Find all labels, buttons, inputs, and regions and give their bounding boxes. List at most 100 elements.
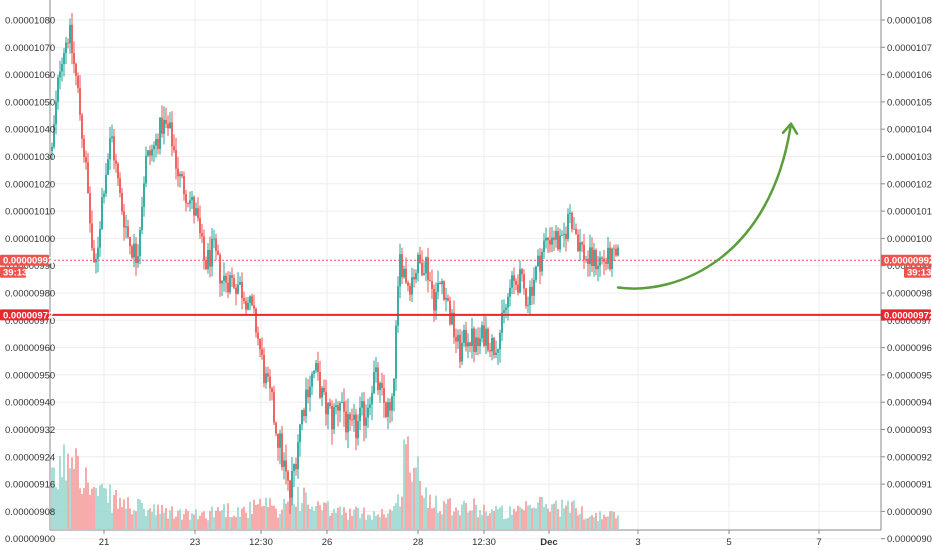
volume-bar xyxy=(137,498,139,529)
y-tick-label-left: 0.00001030 xyxy=(5,152,55,163)
candle-body xyxy=(481,325,483,339)
volume-bar xyxy=(593,517,595,529)
volume-bar xyxy=(555,500,557,529)
candle-body xyxy=(185,194,187,204)
volume-bar xyxy=(375,515,377,529)
candle-body xyxy=(63,52,65,64)
candle-body xyxy=(351,419,353,421)
candle-body xyxy=(55,101,57,125)
right-support-text: 0.00000972 xyxy=(884,310,932,321)
candle-body xyxy=(199,218,201,234)
candle-body xyxy=(233,277,235,288)
candle-body xyxy=(53,124,55,147)
candle-body xyxy=(151,149,153,156)
candle-body xyxy=(157,139,159,149)
volume-bar xyxy=(283,499,285,529)
volume-bar xyxy=(177,510,179,529)
candle-body xyxy=(209,249,211,267)
volume-bar xyxy=(377,514,379,529)
volume-bar xyxy=(111,512,113,529)
y-tick-label-right: 0.00001000 xyxy=(887,234,932,245)
candle-body xyxy=(187,203,189,204)
candle-body xyxy=(579,242,581,252)
candle-body xyxy=(453,312,455,338)
y-tick-label-right: 0.00001050 xyxy=(887,97,932,108)
candle-body xyxy=(83,138,85,158)
volume-bar xyxy=(263,506,265,529)
candle-body xyxy=(451,312,453,325)
candle-body xyxy=(327,402,329,415)
candle-body xyxy=(377,367,379,391)
candle-body xyxy=(125,226,127,228)
candle-body xyxy=(605,261,607,264)
y-tick-label-left: 0.00000900 xyxy=(5,534,55,545)
candle-body xyxy=(495,352,497,355)
volume-bar xyxy=(429,494,431,529)
volume-bar xyxy=(487,515,489,529)
volume-bar xyxy=(353,509,355,529)
candle-body xyxy=(383,388,385,403)
candle-body xyxy=(585,258,587,260)
volume-bar xyxy=(65,480,67,529)
candle-body xyxy=(347,414,349,433)
volume-bar xyxy=(515,511,517,529)
candle-body xyxy=(175,150,177,169)
y-tick-label-left: 0.00000940 xyxy=(5,398,55,409)
volume-bar xyxy=(415,467,417,529)
volume-bar xyxy=(543,507,545,529)
volume-bar xyxy=(371,519,373,529)
volume-bar xyxy=(345,512,347,529)
volume-bar xyxy=(599,511,601,529)
candle-body xyxy=(601,257,603,259)
candle-body xyxy=(359,407,361,422)
volume-bar xyxy=(189,519,191,529)
y-tick-label-right: 0.00000900 xyxy=(887,534,932,545)
x-tick-label: Dec xyxy=(540,537,557,548)
candle-body xyxy=(463,329,465,343)
candle-body xyxy=(581,242,583,245)
x-tick-label: 3 xyxy=(635,537,640,548)
candle-body xyxy=(415,273,417,280)
candle-body xyxy=(429,280,431,282)
candle-body xyxy=(521,269,523,275)
volume-bar xyxy=(565,505,567,529)
volume-bar xyxy=(579,513,581,529)
volume-bar xyxy=(319,505,321,529)
right-price-axis: 0.00001080 0.00001070 0.00001060 0.00001050… xyxy=(881,16,932,545)
candle-body xyxy=(79,87,81,115)
y-tick-label-right: 0.00000940 xyxy=(887,398,932,409)
volume-bar xyxy=(615,518,617,529)
volume-bars xyxy=(51,436,619,529)
candle-body xyxy=(75,63,77,76)
candle-body xyxy=(67,42,69,44)
y-tick-label-left: 0.00000980 xyxy=(5,289,55,300)
candle-body xyxy=(103,193,105,198)
volume-bar xyxy=(563,508,565,529)
volume-bar xyxy=(149,508,151,529)
candle-body xyxy=(143,183,145,207)
volume-bar xyxy=(159,513,161,529)
candle-body xyxy=(411,277,413,295)
volume-bar xyxy=(53,467,55,529)
volume-bar xyxy=(281,509,283,529)
candle-body xyxy=(597,265,599,270)
volume-bar xyxy=(423,497,425,529)
candle-body xyxy=(403,268,405,278)
volume-bar xyxy=(63,444,65,529)
candle-body xyxy=(165,119,167,124)
volume-bar xyxy=(421,495,423,529)
candle-body xyxy=(301,410,303,425)
volume-bar xyxy=(165,508,167,529)
volume-bar xyxy=(595,512,597,529)
volume-bar xyxy=(465,503,467,529)
candle-body xyxy=(131,246,133,258)
volume-bar xyxy=(459,515,461,529)
volume-bar xyxy=(91,488,93,529)
candle-body xyxy=(543,240,545,252)
candle-body xyxy=(229,275,231,293)
candle-body xyxy=(145,155,147,184)
candle-body xyxy=(193,196,195,216)
volume-bar xyxy=(221,510,223,529)
volume-bar xyxy=(485,511,487,529)
